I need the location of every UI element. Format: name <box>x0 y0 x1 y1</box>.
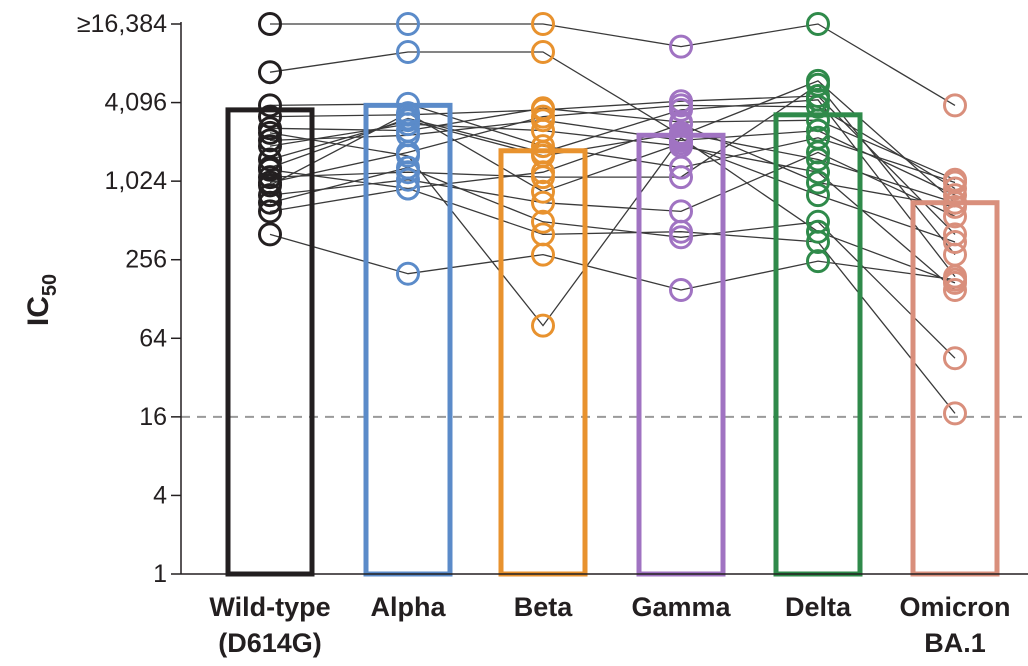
sample-point <box>806 219 830 244</box>
sample-point <box>943 93 967 118</box>
sample-point <box>258 104 282 129</box>
sample-points <box>258 12 967 426</box>
category-label: Wild-type <box>209 592 330 622</box>
sample-point <box>531 104 555 129</box>
sample-point <box>806 249 830 274</box>
sample-point <box>669 219 693 244</box>
y-tick-label: ≥16,384 <box>77 10 167 38</box>
sample-point <box>943 230 967 254</box>
sample-line <box>269 112 956 243</box>
category-label: Gamma <box>631 592 731 622</box>
sample-point <box>806 12 830 36</box>
sample-point <box>396 101 420 126</box>
y-axis-title: IC50 <box>22 274 61 326</box>
sample-point <box>943 401 967 426</box>
sample-line <box>269 104 956 190</box>
sample-point <box>943 242 967 267</box>
sample-point <box>806 94 830 119</box>
sample-line <box>269 99 956 277</box>
bars <box>225 102 1000 577</box>
connector-lines <box>269 23 956 414</box>
sample-point <box>943 194 967 219</box>
y-axis: 1 4 16 64 256 1,024 4,096 ≥16,384 <box>77 10 1028 588</box>
sample-point <box>943 204 967 229</box>
sample-point <box>258 157 282 182</box>
sample-point <box>669 112 693 137</box>
y-tick-label: 256 <box>125 246 167 274</box>
sample-point <box>943 176 967 201</box>
sample-point <box>531 40 555 64</box>
sample-point <box>258 170 282 195</box>
sample-point <box>531 209 555 234</box>
sample-point <box>396 40 420 64</box>
sample-point <box>258 183 282 208</box>
sample-point <box>396 12 420 36</box>
y-tick-label: 4,096 <box>104 89 167 117</box>
sample-point <box>258 60 282 85</box>
sample-point <box>669 34 693 59</box>
category-label: Beta <box>514 592 574 622</box>
sample-line <box>269 119 956 204</box>
sample-point <box>531 190 555 215</box>
sample-point <box>258 120 282 145</box>
category-sublabel: (D614G) <box>218 628 322 658</box>
sample-point <box>806 87 830 112</box>
sample-point <box>669 93 693 118</box>
sample-point <box>669 125 693 150</box>
sample-point <box>806 230 830 254</box>
sample-line <box>269 166 956 359</box>
sample-point <box>396 176 420 201</box>
sample-point <box>806 140 830 165</box>
sample-point <box>258 199 282 224</box>
y-tick-label: 64 <box>139 324 167 352</box>
sample-line <box>269 233 956 291</box>
sample-point <box>531 242 555 267</box>
sample-point <box>396 143 420 168</box>
sample-line <box>269 151 956 217</box>
sample-point <box>806 183 830 208</box>
sample-point <box>396 261 420 286</box>
y-axis-title-subscript: 50 <box>39 274 61 296</box>
y-tick-label: 1 <box>153 560 167 588</box>
category-label: Delta <box>785 592 852 622</box>
sample-point <box>531 160 555 185</box>
sample-point <box>943 278 967 302</box>
sample-line <box>269 95 956 235</box>
y-tick-label: 4 <box>153 481 167 509</box>
sample-point <box>943 346 967 371</box>
sample-line <box>270 23 956 106</box>
sample-point <box>258 93 282 118</box>
sample-point <box>258 222 282 247</box>
sample-line <box>269 119 956 196</box>
sample-point <box>396 167 420 192</box>
sample-point <box>258 147 282 172</box>
category-sublabel: BA.1 <box>924 628 986 658</box>
sample-line <box>269 123 956 208</box>
bar <box>910 200 1000 577</box>
sample-line <box>269 187 956 414</box>
sample-line <box>269 51 956 204</box>
sample-point <box>806 147 830 172</box>
category-label: Alpha <box>370 592 446 622</box>
sample-point <box>943 270 967 295</box>
sample-point <box>531 12 555 36</box>
y-axis-title-main: IC <box>22 296 55 326</box>
sample-point <box>943 167 967 192</box>
category-label: Omicron <box>899 592 1010 622</box>
sample-line <box>269 123 956 291</box>
sample-point <box>531 134 555 159</box>
y-tick-label: 1,024 <box>104 167 167 195</box>
sample-line <box>269 132 956 327</box>
y-tick-label: 16 <box>139 403 167 431</box>
sample-point <box>806 170 830 195</box>
sample-point <box>669 278 693 302</box>
sample-point <box>531 313 555 338</box>
sample-point <box>258 12 282 36</box>
x-axis-labels: Wild-type (D614G) Alpha Beta Gamma Delta Omicr… <box>209 592 1010 658</box>
sample-point <box>669 165 693 190</box>
